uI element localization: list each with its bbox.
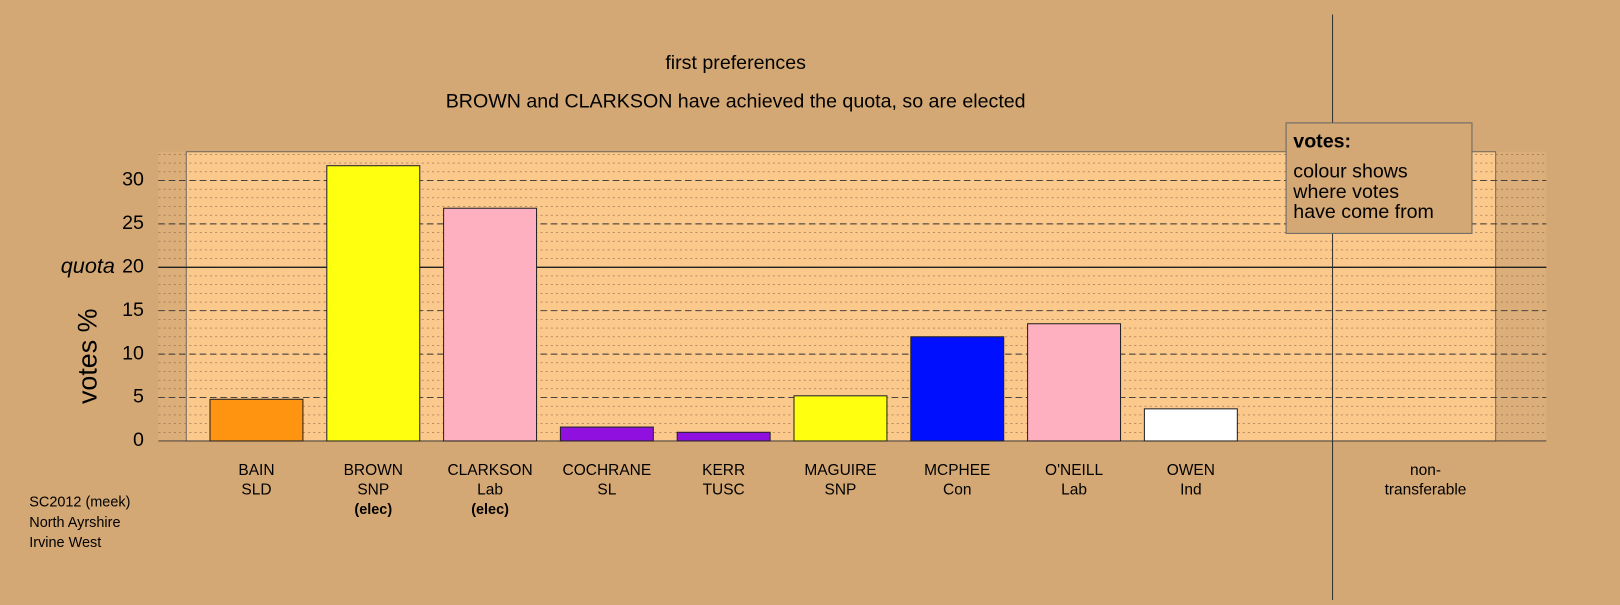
quota-label: quota [61,253,115,278]
bar [443,207,538,442]
party-label: Lab [1061,482,1087,499]
y-tick-label: 10 [122,342,144,364]
x-tick-label: OWEN [1167,462,1215,479]
bar [910,336,1005,442]
legend-text: where votes [1292,181,1399,203]
party-label: Con [943,482,971,499]
chart-subtitle: BROWN and CLARKSON have achieved the quo… [446,90,1026,112]
x-tick-label: MCPHEE [924,462,990,479]
x-tick-label: KERR [702,462,745,479]
status-label: (elec) [354,502,392,518]
y-tick-label: 5 [133,386,144,408]
x-tick-label: O'NEILL [1045,462,1103,479]
note: SC2012 (meek) [29,495,130,511]
x-tick-label: MAGUIRE [804,462,876,479]
note: North Ayrshire [29,515,120,531]
y-axis-label: votes % [72,309,102,404]
party-label: SNP [357,482,389,499]
x-tick-label: BROWN [344,462,403,479]
y-tick-label: 20 [122,255,144,277]
legend-title: votes: [1293,131,1351,153]
x-tick-label: BAIN [238,462,274,479]
y-tick-label: 25 [122,212,144,234]
party-label: SNP [825,482,857,499]
bar [1027,323,1122,442]
status-label: (elec) [471,502,509,518]
bar [559,426,654,442]
x-tick-label: CLARKSON [447,462,532,479]
x-tick-label: non- [1410,462,1441,479]
legend-text: colour shows [1293,161,1408,183]
bar [793,395,888,442]
bar [1143,408,1238,442]
bar [209,398,304,442]
y-tick-label: 15 [122,299,144,321]
party-label: SL [597,482,616,499]
bar [326,165,421,442]
party-label: Ind [1180,482,1202,499]
x-tick-label: COCHRANE [563,462,652,479]
chart-title: first preferences [665,52,806,74]
y-tick-label: 0 [133,429,144,451]
party-label: TUSC [703,482,745,499]
legend-box [1285,122,1473,234]
y-tick-label: 30 [122,169,144,191]
legend-text: have come from [1293,201,1434,223]
party-label: Lab [477,482,503,499]
x-tick-label: transferable [1385,482,1467,499]
note: Irvine West [29,535,101,551]
party-label: SLD [241,482,271,499]
bar [676,431,771,442]
